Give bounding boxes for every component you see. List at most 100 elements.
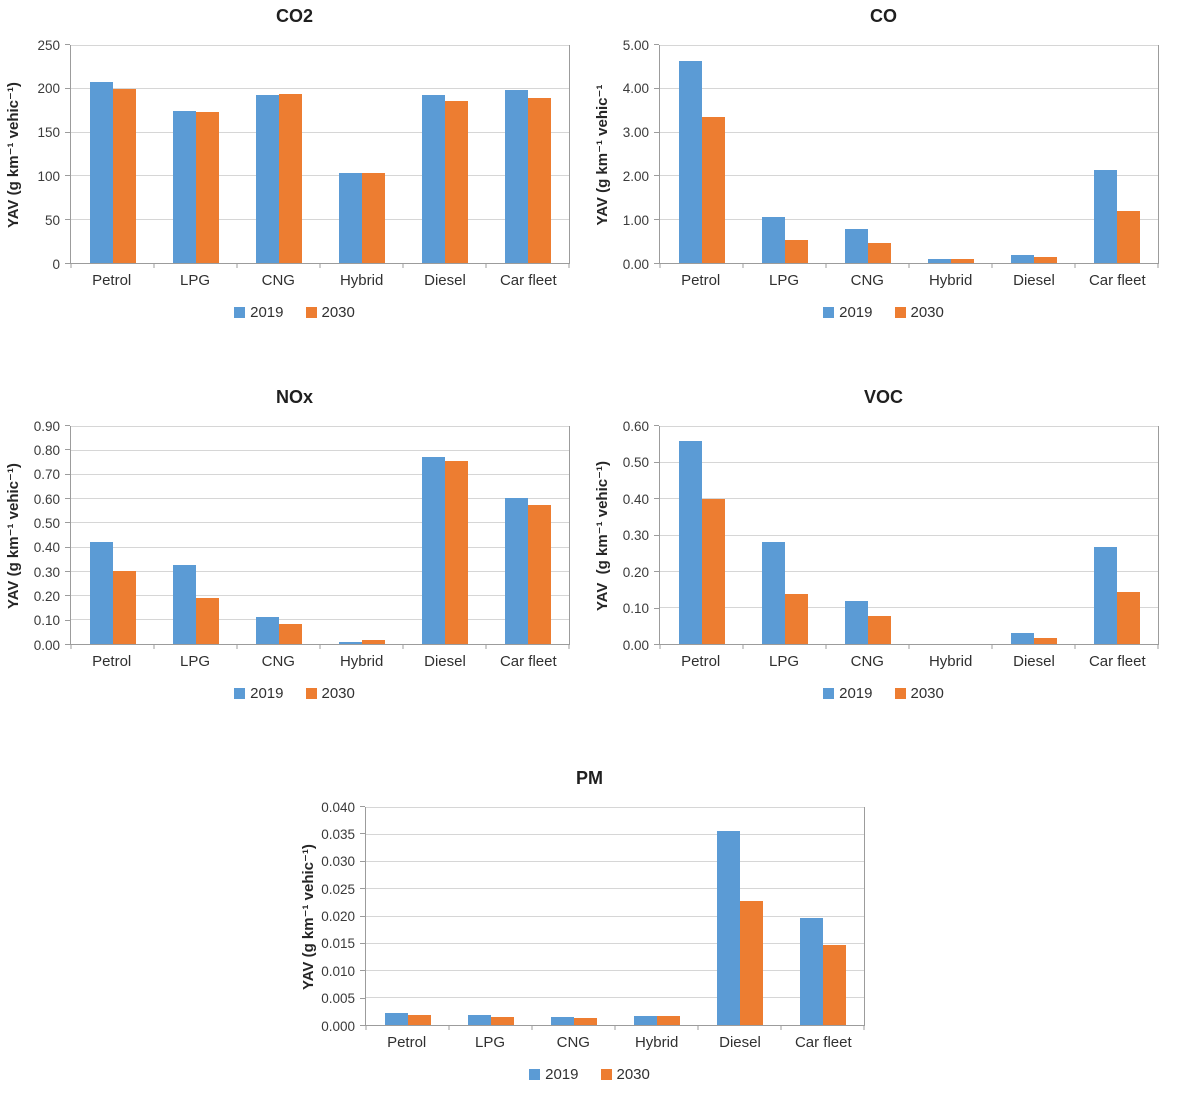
x-category-label-hybrid: Hybrid [339, 272, 384, 289]
y-tick-label: 0.30 [622, 527, 649, 543]
y-tick-label: 0.020 [321, 908, 355, 924]
x-tick-mark [780, 1025, 782, 1030]
bar-2030-car-fleet [1116, 210, 1140, 263]
category-slot-petrol [71, 46, 154, 263]
category-groups [71, 427, 569, 644]
y-tick-mark [65, 449, 70, 451]
gridline [71, 426, 569, 427]
y-tick-mark [360, 915, 365, 917]
bar-2019-petrol [678, 441, 702, 644]
x-tick-mark [236, 263, 238, 268]
x-tick-mark [991, 644, 993, 649]
x-category-label-petrol: Petrol [387, 1034, 427, 1051]
legend-item-2019: 2019 [234, 686, 284, 701]
legend-label-2019: 2019 [250, 303, 284, 321]
gridline [71, 474, 569, 476]
x-category-label-lpg: LPG [768, 272, 799, 289]
chart-title: VOC [863, 387, 903, 407]
bar-2019-cng [844, 228, 868, 263]
bar-2030-diesel [444, 461, 468, 644]
x-tick-mark [863, 1025, 865, 1030]
x-tick-mark [908, 263, 910, 268]
bar-2030-car-fleet [527, 504, 551, 644]
gridline [660, 426, 1158, 427]
category-slot-cng [532, 808, 615, 1025]
bar-2019-diesel [421, 457, 445, 644]
category-slot-lpg [154, 427, 237, 644]
chart-body: YAV (g km⁻¹ vehic⁻¹) 0.000 0.005 0.010 0.01… [295, 800, 884, 1032]
bar-2019-lpg [467, 1015, 491, 1025]
plot-area [70, 45, 570, 268]
y-tick-mark [654, 175, 659, 177]
y-tick-mark [65, 263, 70, 264]
bar-2019-hybrid [633, 1015, 657, 1025]
bar-2030-lpg [195, 111, 219, 263]
legend-item-2019: 2019 [823, 686, 873, 701]
x-tick-mark [1074, 263, 1076, 268]
legend-swatch-2030 [305, 306, 317, 318]
category-slot-petrol [660, 427, 743, 644]
x-tick-mark [70, 263, 72, 268]
bar-2019-lpg [172, 564, 196, 644]
legend-item-2019: 2019 [823, 305, 873, 320]
y-tick-mark [360, 997, 365, 999]
bar-2019-lpg [761, 542, 785, 644]
x-category-label-lpg: LPG [179, 272, 210, 289]
chart-title: CO2 [275, 6, 313, 26]
y-tick-mark [360, 942, 365, 944]
bar-2030-cng [278, 623, 302, 644]
legend-item-2030: 2030 [305, 686, 355, 701]
category-slot-hybrid [615, 808, 698, 1025]
y-tick-mark [654, 534, 659, 536]
bar-2030-hybrid [361, 172, 385, 263]
plot-area [365, 807, 865, 1030]
x-tick-mark [742, 644, 744, 649]
x-tick-mark [70, 644, 72, 649]
gridline [71, 546, 569, 548]
pm-chart: PM YAV (g km⁻¹ vehic⁻¹) 0.000 0.005 0.010 0… [295, 766, 884, 1083]
gridline [660, 88, 1158, 90]
y-axis-tick-labels: 0.00 0.10 0.20 0.30 0.40 0.50 0.60 [615, 419, 659, 651]
y-tick-mark [360, 970, 365, 972]
gridline [71, 570, 569, 572]
y-axis-title-column: YAV (g km⁻¹ vehic⁻¹ [589, 45, 615, 264]
category-slot-lpg [154, 46, 237, 263]
gridline [366, 807, 864, 808]
legend-item-2030: 2030 [894, 686, 944, 701]
y-tick-mark [654, 44, 659, 45]
x-category-label-diesel: Diesel [719, 1034, 761, 1051]
category-slot-diesel [403, 46, 486, 263]
category-slot-hybrid [320, 427, 403, 644]
bar-2030-cng [867, 243, 891, 263]
y-tick-mark [65, 131, 70, 133]
gridline [660, 218, 1158, 220]
category-slot-petrol [660, 46, 743, 263]
x-category-label-diesel: Diesel [424, 653, 466, 670]
x-category-label-petrol: Petrol [92, 653, 132, 670]
x-tick-mark [153, 263, 155, 268]
bar-2030-diesel [1033, 257, 1057, 263]
x-tick-mark [1074, 644, 1076, 649]
y-tick-label: 0.00 [622, 637, 649, 653]
category-slot-car-fleet [1075, 427, 1158, 644]
bar-2030-car-fleet [822, 944, 846, 1025]
bar-2019-lpg [761, 216, 785, 263]
legend-item-2019: 2019 [529, 1067, 579, 1082]
plot-area [659, 45, 1159, 268]
category-slot-lpg [449, 808, 532, 1025]
bar-2019-petrol [89, 541, 113, 644]
x-category-label-cng: CNG [261, 272, 295, 289]
x-tick-mark [485, 263, 487, 268]
bar-2030-lpg [195, 598, 219, 644]
x-tick-mark [659, 644, 661, 649]
y-axis-title-column: YAV (g km⁻¹ vehic⁻¹) [0, 45, 26, 264]
y-tick-mark [360, 860, 365, 862]
bar-2030-petrol [701, 116, 725, 263]
x-category-label-diesel: Diesel [1013, 653, 1055, 670]
bar-2019-diesel [1010, 633, 1034, 644]
x-tick-mark [697, 1025, 699, 1030]
y-tick-label: 5.00 [622, 37, 649, 53]
y-axis-title-column: YAV (g km⁻¹ vehic⁻¹) [0, 426, 26, 645]
x-tick-mark [908, 644, 910, 649]
y-tick-mark [654, 263, 659, 264]
